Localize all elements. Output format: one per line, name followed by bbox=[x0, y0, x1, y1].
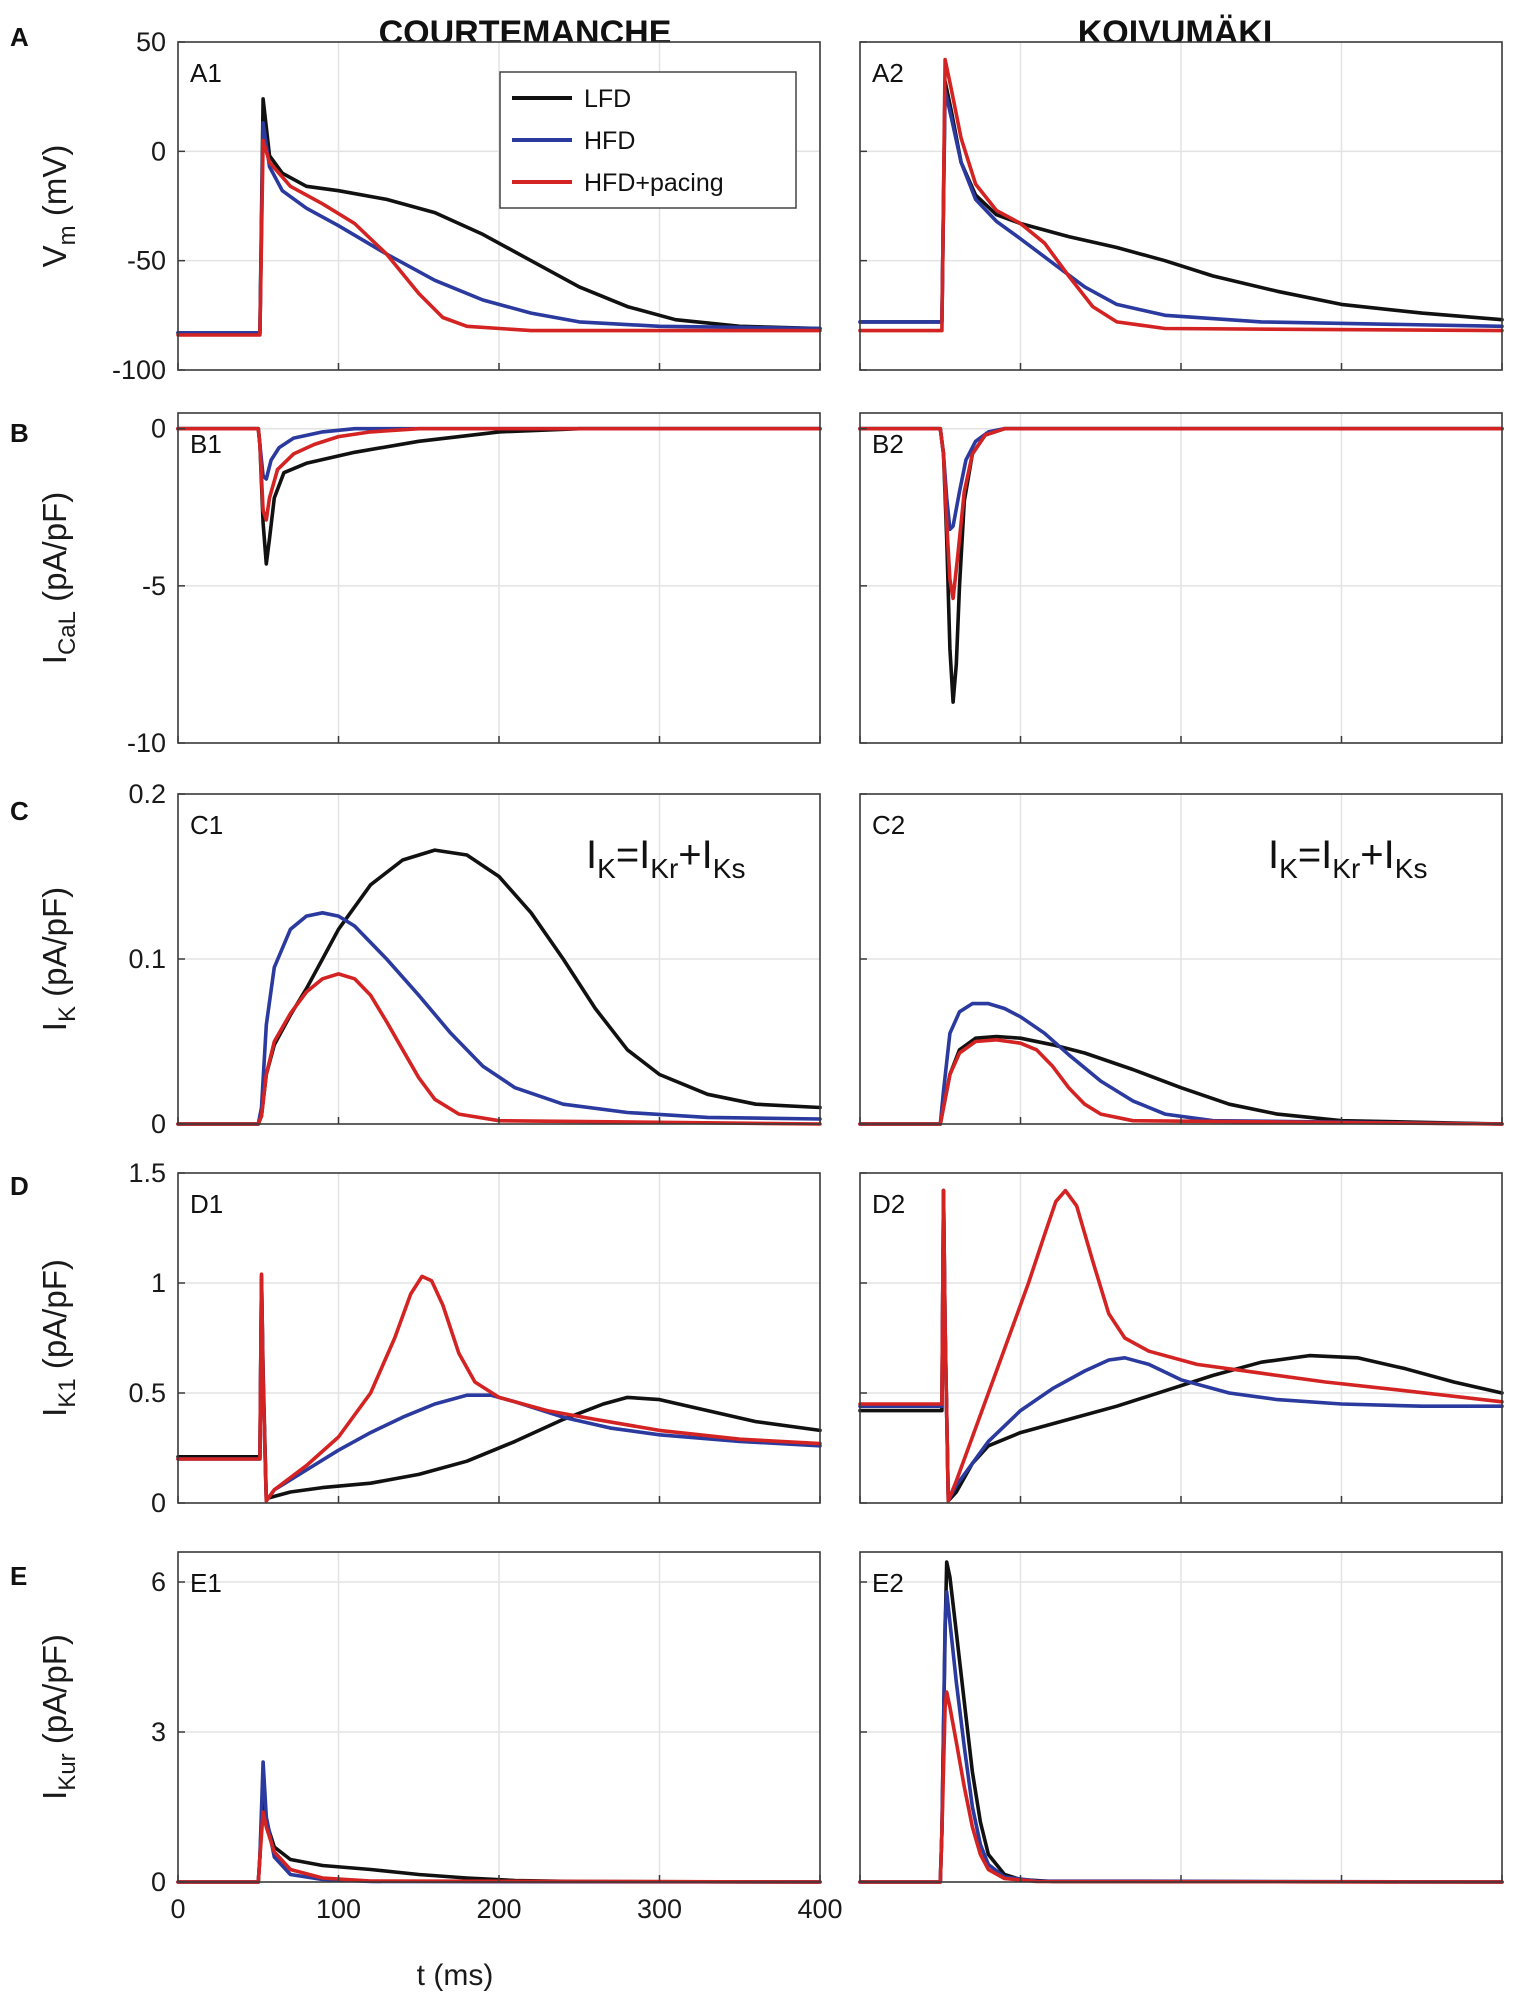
ylabel-e1: IKur (pA/pF) bbox=[36, 1634, 81, 1800]
ytick-label-b1-0: 0 bbox=[151, 414, 166, 444]
row-label-e: E bbox=[10, 1561, 27, 1591]
ytick-label-d1-0: 0 bbox=[151, 1488, 166, 1518]
series-c1-hfd-pacing bbox=[176, 972, 822, 1126]
series-d1-hfd-pacing bbox=[176, 1272, 822, 1503]
ylabel-a1: Vm (mV) bbox=[36, 145, 81, 268]
ytick-label-a1-50: 50 bbox=[136, 27, 166, 57]
ytick-label-d1-0.5: 0.5 bbox=[128, 1378, 166, 1408]
formula-c2: IK=IKr+IKs bbox=[1268, 833, 1427, 884]
panel-b1: 0 -5 -10 B1 ICaL (pA/pF) bbox=[36, 412, 822, 758]
panel-d1: 1.5 1 0.5 0 D1 IK1 (pA/pF) bbox=[36, 1158, 822, 1518]
panel-c2: C2 bbox=[858, 793, 1504, 1126]
ylabel-c1: IK (pA/pF) bbox=[36, 887, 81, 1031]
xtick-label-e1-400: 400 bbox=[797, 1894, 842, 1924]
x-axis-label: t (ms) bbox=[417, 1959, 494, 1992]
panel-label-a1: A1 bbox=[190, 58, 222, 88]
panel-label-a2: A2 bbox=[872, 58, 904, 88]
ytick-label-e1-0: 0 bbox=[151, 1867, 166, 1897]
panel-b2: B2 bbox=[858, 412, 1504, 744]
ytick-label-c1-0: 0 bbox=[151, 1109, 166, 1139]
ytick-label-e1-3: 3 bbox=[151, 1717, 166, 1747]
series-c1-hfd bbox=[176, 911, 822, 1126]
panel-a2: A2 bbox=[858, 41, 1504, 371]
ytick-label-b1--5: -5 bbox=[142, 571, 166, 601]
xtick-label-e1-100: 100 bbox=[316, 1894, 361, 1924]
legend-label-hfd: HFD bbox=[584, 127, 635, 155]
series-c2-hfd-pacing bbox=[858, 1038, 1504, 1126]
row-label-c: C bbox=[10, 796, 29, 826]
panel-label-d1: D1 bbox=[190, 1189, 223, 1219]
ytick-label-c1-0.1: 0.1 bbox=[128, 944, 166, 974]
ytick-label-d1-1.5: 1.5 bbox=[128, 1158, 166, 1188]
panel-label-b2: B2 bbox=[872, 429, 904, 459]
series-a1-hfd-pacing bbox=[176, 138, 822, 337]
legend-label-hfd-pacing: HFD+pacing bbox=[584, 169, 724, 197]
row-label-b: B bbox=[10, 418, 29, 448]
ytick-label-c1-0.2: 0.2 bbox=[128, 779, 166, 809]
ytick-label-e1-6: 6 bbox=[151, 1567, 166, 1597]
panel-c1: 0.2 0.1 0 C1 IK (pA/pF) bbox=[36, 779, 822, 1139]
series-d2-hfd-pacing bbox=[858, 1188, 1504, 1503]
ylabel-d1: IK1 (pA/pF) bbox=[36, 1259, 81, 1417]
panel-label-c1: C1 bbox=[190, 810, 223, 840]
series-e1-hfd-pacing bbox=[176, 1810, 822, 1884]
series-e2-hfd-pacing bbox=[858, 1690, 1504, 1884]
panel-label-e2: E2 bbox=[872, 1568, 904, 1598]
series-a2-hfd-pacing bbox=[858, 57, 1504, 333]
legend: LFD HFD HFD+pacing bbox=[499, 71, 797, 209]
panel-label-d2: D2 bbox=[872, 1189, 905, 1219]
legend-label-lfd: LFD bbox=[584, 85, 631, 113]
series-b2-hfd-pacing bbox=[858, 426, 1504, 601]
ytick-label-d1-1: 1 bbox=[151, 1268, 166, 1298]
ytick-label-a1-0: 0 bbox=[151, 136, 166, 166]
ylabel-b1: ICaL (pA/pF) bbox=[36, 492, 81, 664]
ytick-label-b1--10: -10 bbox=[127, 728, 166, 758]
xtick-label-e1-0: 0 bbox=[170, 1894, 185, 1924]
xtick-label-e1-200: 200 bbox=[476, 1894, 521, 1924]
row-label-d: D bbox=[10, 1171, 29, 1201]
panel-label-b1: B1 bbox=[190, 429, 222, 459]
series-b1-hfd-pacing bbox=[176, 426, 822, 522]
panel-e2: E2 bbox=[858, 1551, 1504, 1884]
ytick-label-a1--100: -100 bbox=[112, 355, 166, 385]
series-c2-hfd bbox=[858, 1001, 1504, 1126]
panel-d2: D2 bbox=[858, 1172, 1504, 1504]
row-label-a: A bbox=[10, 22, 29, 52]
xtick-label-e1-300: 300 bbox=[637, 1894, 682, 1924]
panel-label-e1: E1 bbox=[190, 1568, 222, 1598]
ytick-label-a1--50: -50 bbox=[127, 246, 166, 276]
formula-c1: IK=IKr+IKs bbox=[586, 833, 745, 884]
panel-label-c2: C2 bbox=[872, 810, 905, 840]
